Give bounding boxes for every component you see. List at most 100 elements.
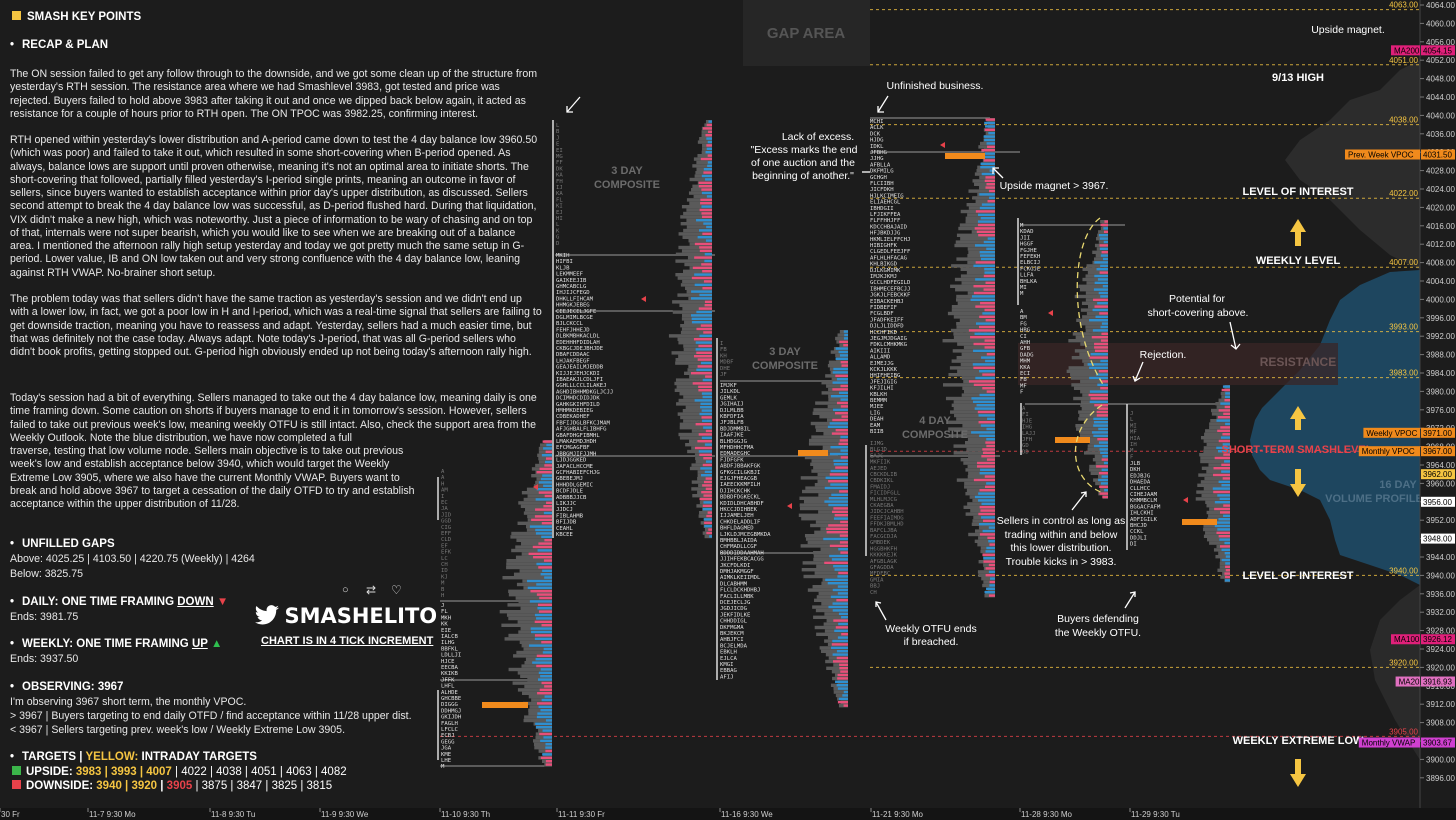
- tpo-row: ECBJ: [441, 733, 454, 739]
- profile: [499, 440, 552, 767]
- targets-header-text: TARGETS: [22, 751, 77, 763]
- recap-paragraph-3: The problem today was that sellers didn'…: [10, 293, 542, 358]
- profile-delta-bar: [988, 526, 995, 529]
- profile-delta-bar: [705, 487, 712, 490]
- profile-delta-bar: [545, 746, 552, 749]
- profile-delta-bar: [843, 344, 848, 347]
- profile-gray-bar: [678, 232, 712, 236]
- profile-delta-bar: [839, 391, 848, 394]
- left-text-panel: SMASH KEY POINTS • RECAP & PLAN The ON se…: [0, 0, 545, 808]
- profile-delta-bar: [704, 259, 712, 263]
- profile-gray-bar: [978, 145, 995, 149]
- profile-gray-bar: [966, 203, 995, 207]
- profile-delta-bar: [696, 368, 712, 371]
- tpo-row: BEMMM: [870, 398, 887, 404]
- profile-gray-bar: [517, 671, 552, 675]
- profile-delta-bar: [545, 760, 552, 763]
- tpo-row: CHKDELADDLIF: [720, 519, 761, 525]
- tpo-row: FH: [556, 179, 563, 185]
- y-tick-label-4: 4048.00: [1426, 75, 1455, 84]
- badge-6: 3948.00: [1421, 533, 1455, 544]
- tpo-row: HIBIGHFK: [870, 243, 898, 249]
- tpo-row: EC: [441, 500, 448, 506]
- profile-delta-bar: [702, 508, 712, 511]
- tpo-row: DHKLLFIHCAM: [556, 296, 594, 302]
- tpo-row: JFADFKEIFF: [870, 317, 904, 323]
- profile-gray-bar: [954, 243, 995, 248]
- profile-gray-bar: [1196, 490, 1230, 494]
- retweet-icon[interactable]: ⇄: [366, 583, 377, 597]
- profile-gray-bar: [960, 237, 995, 241]
- profile-gray-bar: [513, 654, 552, 658]
- level-label-6: 3983.00: [1389, 369, 1418, 378]
- profile-delta-bar: [1098, 427, 1108, 431]
- tpo-row: FCGLBDF: [870, 311, 894, 317]
- tpo-row: HJE: [1022, 418, 1033, 424]
- profile-gray-bar: [674, 388, 712, 392]
- profile-gray-bar: [963, 505, 995, 509]
- profile-gray-bar: [676, 385, 712, 389]
- profile-delta-bar: [696, 327, 712, 331]
- profile-delta-bar: [1224, 572, 1230, 575]
- profile-gray-bar: [675, 378, 712, 382]
- profile-delta-bar: [701, 188, 712, 191]
- tpo-row: CLGEDLFEEJFF: [870, 249, 911, 255]
- profile-delta-bar: [979, 370, 995, 373]
- profile-delta-bar: [1100, 339, 1108, 342]
- profile-gray-bar: [528, 708, 552, 712]
- profile-gray-bar: [681, 205, 712, 209]
- profile-delta-bar: [836, 378, 848, 381]
- profile-delta-bar: [534, 637, 552, 640]
- profile-gray-bar: [956, 325, 995, 329]
- profile-gray-bar: [519, 640, 552, 644]
- tpo-row: HMHMKDEBIEG: [556, 408, 594, 414]
- profile-gray-bar: [680, 222, 712, 226]
- profile-gray-bar: [504, 637, 552, 641]
- profile-delta-bar: [975, 210, 995, 213]
- profile-gray-bar: [1203, 449, 1230, 453]
- profile-delta-bar: [697, 440, 712, 443]
- profile-delta-bar: [825, 476, 848, 479]
- profile-delta-bar: [705, 477, 712, 480]
- profile-gray-bar: [682, 409, 712, 413]
- profile-delta-bar: [691, 290, 712, 293]
- tpo-row: JICFDKH: [870, 187, 894, 193]
- sellers-1: Sellers in control as long as: [997, 515, 1125, 527]
- profile-delta-bar: [1102, 455, 1108, 458]
- profile-delta-bar: [990, 577, 995, 580]
- profile-delta-bar: [1094, 305, 1108, 308]
- tpo-row: JEKFIDLKE: [720, 612, 751, 618]
- profile-gray-bar: [1074, 294, 1108, 299]
- profile-delta-bar: [699, 497, 712, 501]
- profile-delta-bar: [707, 164, 712, 167]
- profile-delta-bar: [1101, 322, 1108, 325]
- targets-sep: |: [76, 751, 86, 763]
- profile-delta-bar: [1218, 480, 1230, 483]
- profile-delta-bar: [1225, 422, 1230, 426]
- brand-name: SMASHELITO: [284, 604, 438, 628]
- tpo-row: L: [1130, 417, 1134, 423]
- profile-delta-bar: [1098, 472, 1108, 475]
- tpo-row: CI: [1020, 334, 1027, 340]
- profile-gray-bar: [953, 451, 995, 455]
- y-tick-label-20: 3984.00: [1426, 369, 1455, 378]
- profile-delta-bar: [1224, 579, 1230, 582]
- badge-name-2: Weekly VPOC: [1366, 429, 1417, 438]
- tpo-row: JGKJLFEBCKKF: [870, 293, 911, 299]
- profile-delta-bar: [690, 372, 712, 375]
- like-icon[interactable]: ♡: [391, 583, 402, 597]
- profile-delta-bar: [695, 423, 712, 426]
- profile-delta-bar: [531, 630, 552, 634]
- tpo-row: HIA: [1130, 436, 1141, 442]
- tpo-row: FLCIIBH: [870, 181, 894, 187]
- profile-delta-bar: [985, 319, 995, 322]
- reply-icon[interactable]: ○: [342, 584, 349, 596]
- panel-title: SMASH KEY POINTS: [27, 11, 142, 23]
- tpo-row: LIKJJC: [556, 501, 576, 507]
- tpo-row: DGLMIMLBCGE: [556, 315, 594, 321]
- profile-delta-bar: [691, 317, 712, 320]
- profile-delta-bar: [1224, 541, 1230, 545]
- profile-delta-bar: [700, 474, 712, 477]
- profile-delta-bar: [536, 583, 552, 586]
- composite-4day2: COMPOSITE: [902, 429, 968, 441]
